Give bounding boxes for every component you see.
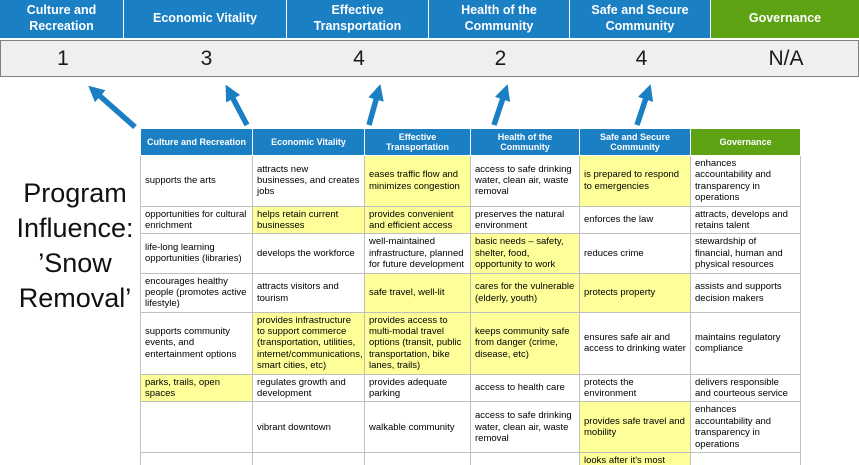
matrix-header-economic-vitality: Economic Vitality [252, 128, 365, 156]
pillar-effective-transportation: Effective Transportation [287, 0, 429, 38]
matrix-row: supports the arts attracts new businesse… [140, 155, 801, 207]
pillar-health-of-community: Health of the Community [429, 0, 570, 38]
matrix-cell: attracts new businesses, and creates job… [252, 155, 365, 207]
matrix-row: vibrant downtown walkable community acce… [140, 401, 801, 453]
program-influence-label: Program Influence: ’Snow Removal’ [16, 178, 134, 314]
score-effective-transportation: 4 [353, 46, 365, 70]
matrix-cell: is prepared to respond to emergencies [579, 155, 691, 207]
matrix-cell: provides access to multi-modal travel op… [364, 311, 471, 375]
matrix-row: encourages healthy people (promotes acti… [140, 272, 801, 313]
matrix-header-health-of-community: Health of the Community [470, 128, 580, 156]
matrix-cell: safe travel, well-lit [364, 272, 471, 313]
matrix-cell: reduces crime [579, 233, 691, 274]
matrix-cell: protects property [579, 272, 691, 313]
matrix-cell: assists and supports decision makers [690, 272, 801, 313]
matrix-cell: opportunities for cultural enrichment [140, 205, 253, 235]
matrix-header-governance: Governance [690, 128, 801, 156]
matrix-cell: enhances accountability and transparency… [690, 155, 801, 207]
matrix-cell: enforces the law [579, 205, 691, 235]
matrix-row: opportunities for cultural enrichment he… [140, 205, 801, 235]
matrix-cell: supports community events, and entertain… [140, 311, 253, 375]
matrix-row: supports community events, and entertain… [140, 311, 801, 375]
matrix-cell: access to safe drinking water, clean air… [470, 401, 580, 453]
matrix-cell: encourages healthy people (promotes acti… [140, 272, 253, 313]
matrix-header-culture-recreation: Culture and Recreation [140, 128, 253, 156]
matrix-cell: keeps community safe from danger (crime,… [470, 311, 580, 375]
matrix-row: looks after it's most vulnerable [140, 451, 801, 465]
matrix-cell: develops the workforce [252, 233, 365, 274]
matrix-cell: regulates growth and development [252, 373, 365, 403]
matrix-cell: provides safe travel and mobility [579, 401, 691, 453]
matrix-header-row: Culture and Recreation Economic Vitality… [140, 128, 801, 156]
matrix-cell: basic needs – safety, shelter, food, opp… [470, 233, 580, 274]
score-safe-secure-community: 4 [635, 46, 648, 70]
pillar-governance: Governance [711, 0, 859, 38]
pillar-safe-secure-community: Safe and Secure Community [570, 0, 711, 38]
score-economic-vitality: 3 [200, 46, 213, 70]
matrix-cell: maintains regulatory compliance [690, 311, 801, 375]
influence-arrow-4 [491, 84, 511, 126]
matrix-cell: attracts visitors and tourism [252, 272, 365, 313]
matrix-cell: access to safe drinking water, clean air… [470, 155, 580, 207]
matrix-cell: looks after it's most vulnerable [579, 451, 691, 465]
matrix-cell [140, 401, 253, 453]
matrix-cell [252, 451, 365, 465]
matrix-cell: cares for the vulnerable (elderly, youth… [470, 272, 580, 313]
matrix-cell: vibrant downtown [252, 401, 365, 453]
influence-arrow-2 [225, 84, 250, 127]
matrix-cell: provides convenient and efficient access [364, 205, 471, 235]
matrix-cell: provides adequate parking [364, 373, 471, 403]
matrix-cell: well-maintained infrastructure, planned … [364, 233, 471, 274]
matrix-row: parks, trails, open spaces regulates gro… [140, 373, 801, 403]
pillar-economic-vitality: Economic Vitality [124, 0, 287, 38]
pillar-culture-recreation: Culture and Recreation [0, 0, 124, 38]
score-row: 1 3 4 2 4 N/A [0, 40, 859, 77]
influence-arrows [88, 84, 654, 129]
matrix-row: life-long learning opportunities (librar… [140, 233, 801, 274]
matrix-cell: parks, trails, open spaces [140, 373, 253, 403]
matrix-cell: attracts, develops and retains talent [690, 205, 801, 235]
influence-matrix: Culture and Recreation Economic Vitality… [140, 128, 801, 465]
matrix-cell: stewardship of financial, human and phys… [690, 233, 801, 274]
matrix-cell: protects the environment [579, 373, 691, 403]
matrix-cell: provides infrastructure to support comme… [252, 311, 365, 375]
score-culture-recreation: 1 [57, 46, 69, 70]
score-health-of-community: 2 [494, 46, 507, 70]
matrix-cell: preserves the natural environment [470, 205, 580, 235]
matrix-cell [690, 451, 801, 465]
matrix-cell [364, 451, 471, 465]
pillar-header-row: Culture and Recreation Economic Vitality… [0, 0, 859, 38]
matrix-cell: walkable community [364, 401, 471, 453]
score-governance: N/A [768, 46, 804, 70]
matrix-header-safe-secure-community: Safe and Secure Community [579, 128, 691, 156]
matrix-cell: ensures safe air and access to drinking … [579, 311, 691, 375]
matrix-cell: supports the arts [140, 155, 253, 207]
matrix-cell: eases traffic flow and minimizes congest… [364, 155, 471, 207]
matrix-cell: access to health care [470, 373, 580, 403]
influence-arrow-3 [366, 84, 384, 126]
influence-arrow-1 [88, 85, 137, 129]
matrix-cell: enhances accountability and transparency… [690, 401, 801, 453]
matrix-header-effective-transportation: Effective Transportation [364, 128, 471, 156]
matrix-cell: life-long learning opportunities (librar… [140, 233, 253, 274]
influence-arrow-5 [634, 84, 654, 126]
matrix-cell [470, 451, 580, 465]
matrix-cell [140, 451, 253, 465]
matrix-cell: helps retain current businesses [252, 205, 365, 235]
matrix-cell: delivers responsible and courteous servi… [690, 373, 801, 403]
